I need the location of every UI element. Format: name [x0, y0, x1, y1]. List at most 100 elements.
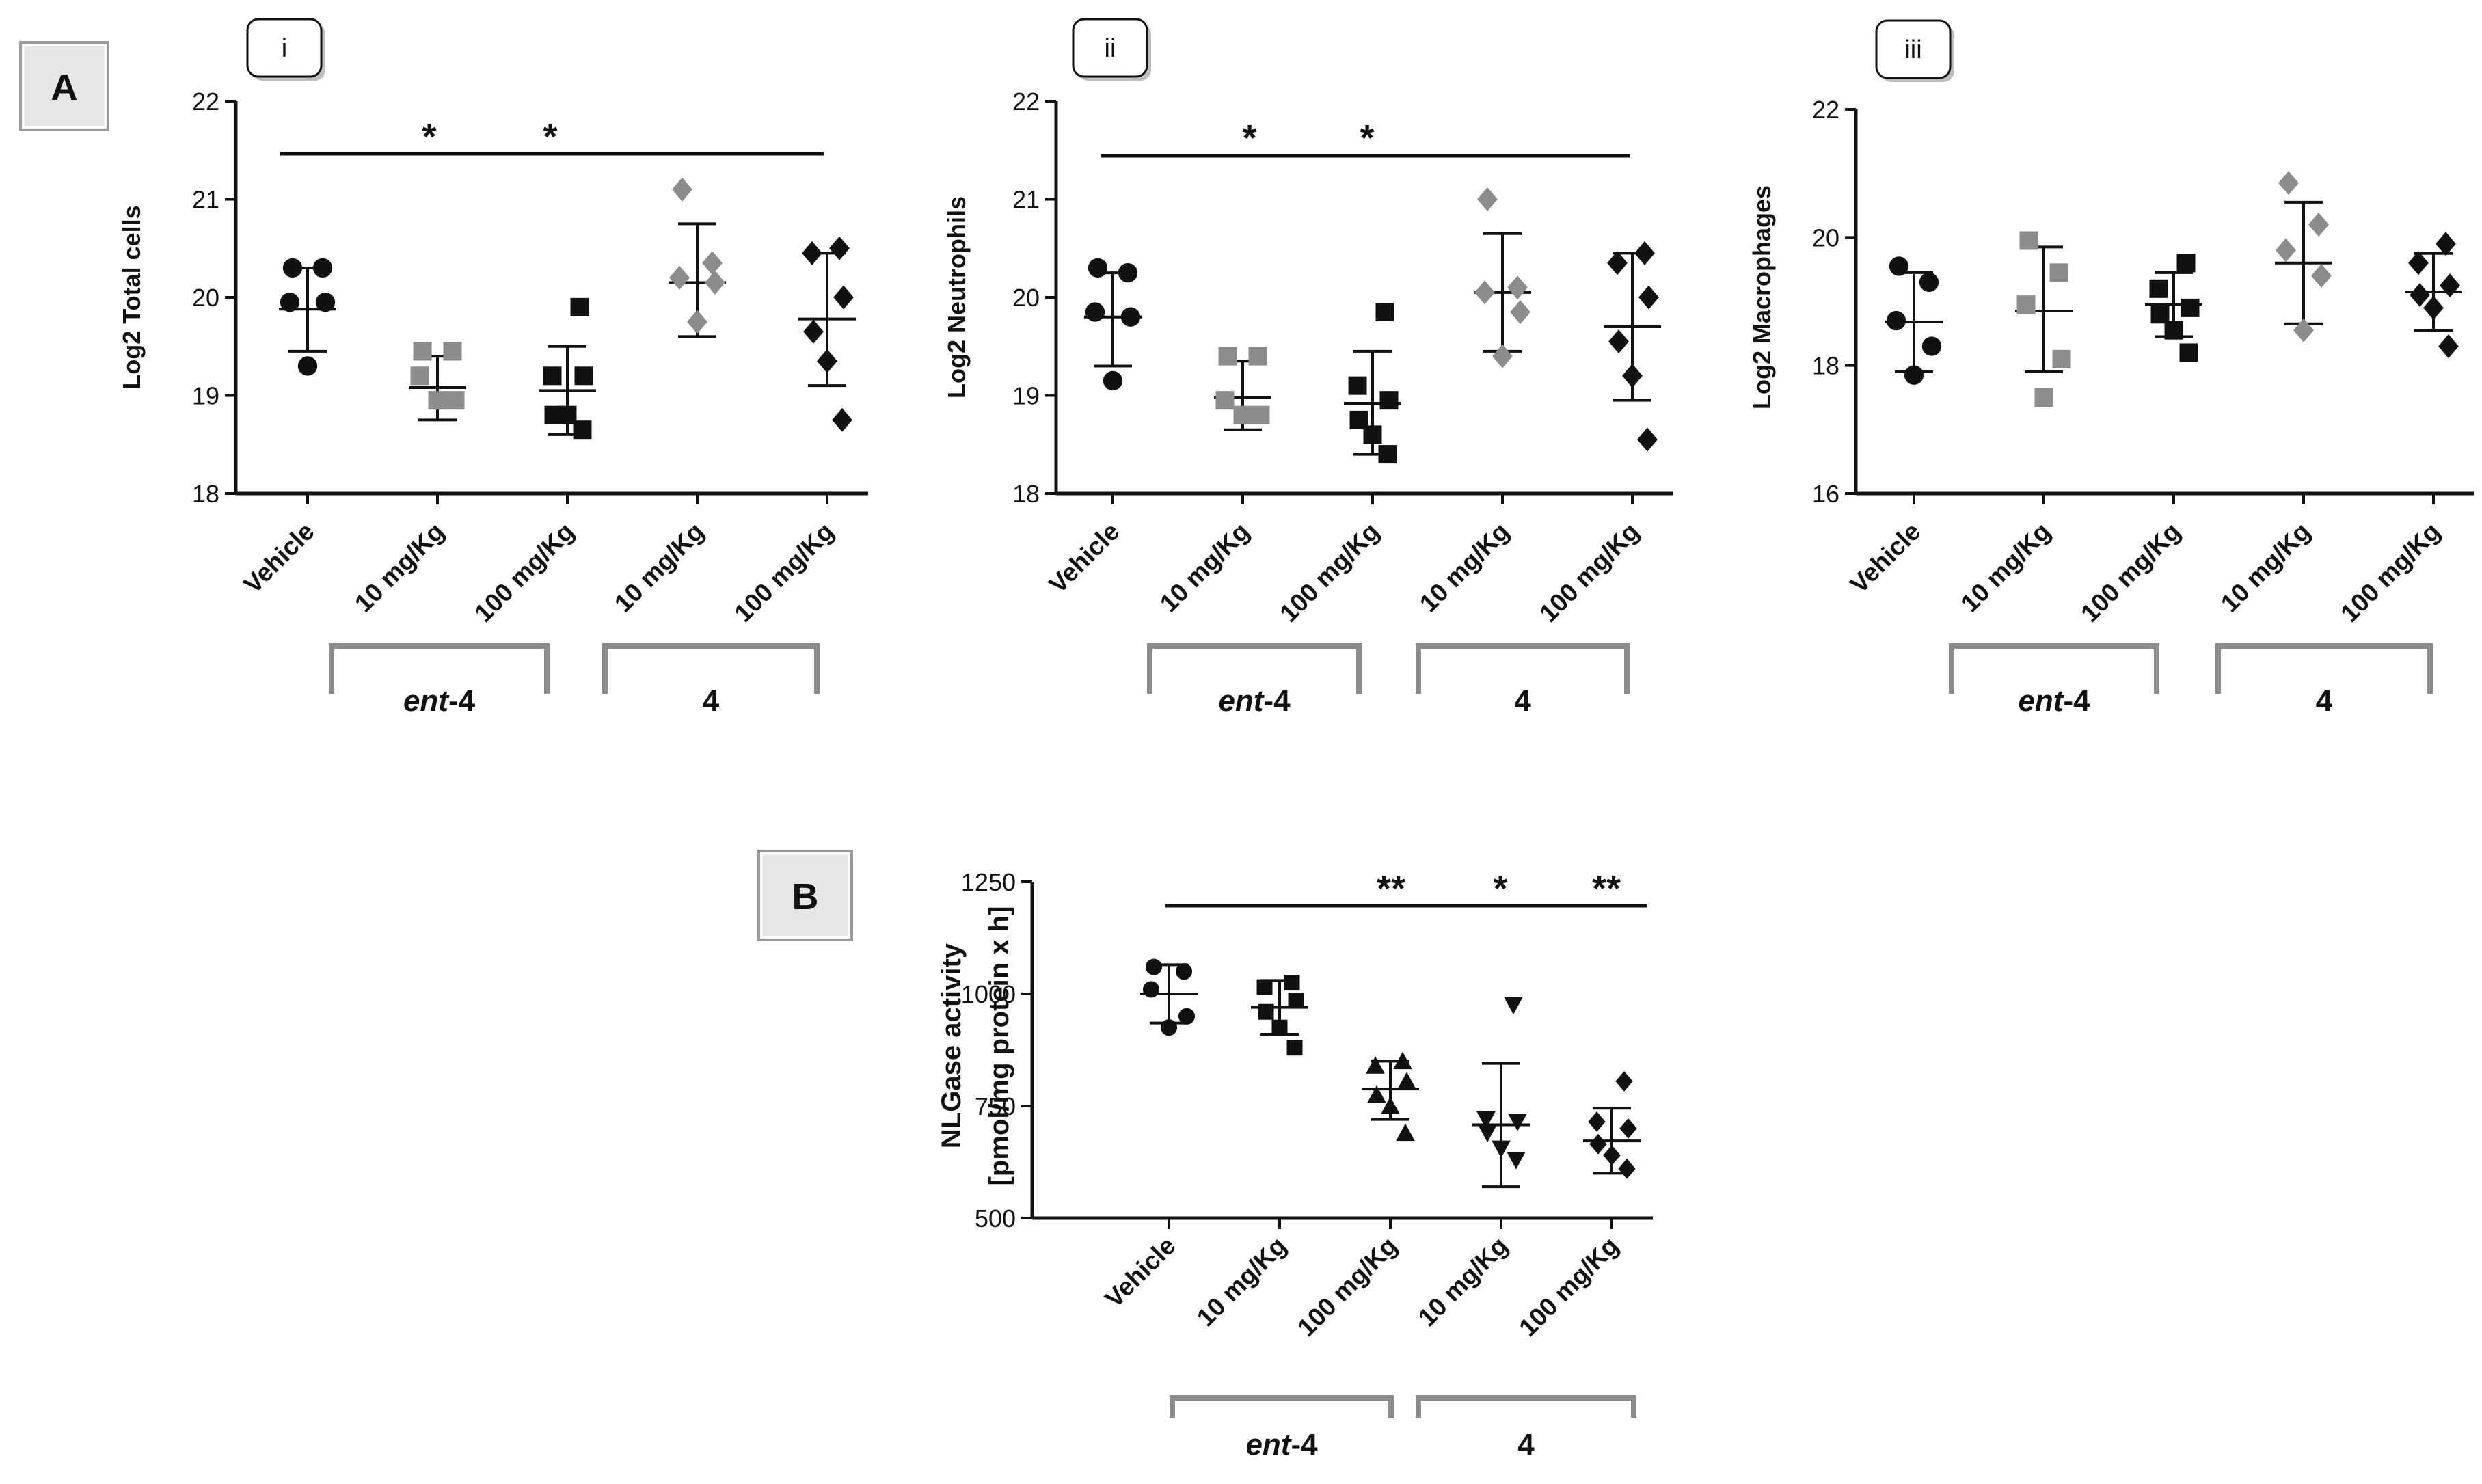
- chart-title: iii: [1904, 36, 1921, 64]
- y-tick-label: 500: [975, 1204, 1016, 1232]
- x-tick-label: 10 mg/Kg: [1155, 517, 1255, 618]
- y-tick-label: 18: [1012, 480, 1040, 508]
- data-point: [1396, 1123, 1415, 1142]
- data-point: [443, 342, 462, 361]
- data-point: [428, 391, 447, 410]
- x-tick-label: Vehicle: [238, 517, 319, 599]
- significance-star: **: [1377, 868, 1405, 909]
- data-point: [1508, 1114, 1527, 1131]
- x-tick-label: Vehicle: [1099, 1232, 1181, 1313]
- x-tick-label: 10 mg/Kg: [609, 517, 710, 618]
- data-point: [705, 270, 725, 295]
- panel-b-box: [757, 850, 853, 941]
- group-label: ent-4: [403, 684, 476, 718]
- data-point: [833, 285, 854, 310]
- chart-neutrophils: ii 18 19 20 21 22 Log2 Neutrophils Vehicle 10 mg…: [943, 18, 1673, 718]
- data-point: [2438, 334, 2459, 359]
- data-point: [1215, 391, 1235, 410]
- data-point: [1271, 1019, 1288, 1036]
- x-tick-label: 100 mg/Kg: [1534, 517, 1644, 628]
- data-point: [1348, 376, 1367, 395]
- group-label: 4: [703, 684, 720, 718]
- data-point: [1367, 1085, 1386, 1103]
- data-point: [1886, 310, 1906, 331]
- panel-a-label: A: [19, 41, 109, 131]
- y-axis-title: Log2 Neutrophils: [943, 196, 971, 399]
- data-point: [1492, 1140, 1511, 1159]
- y-tick-label: 1250: [961, 868, 1016, 896]
- y-axis-title-units: [pmol/mg protein x h]: [984, 906, 1014, 1186]
- data-point: [2149, 279, 2168, 298]
- y-tick-label: 20: [1812, 224, 1839, 252]
- data-point: [2176, 254, 2196, 273]
- data-point: [1637, 427, 1658, 452]
- data-point: [573, 420, 592, 440]
- x-tick-label: 100 mg/Kg: [1292, 1232, 1402, 1342]
- data-point: [1118, 262, 1138, 283]
- y-tick-label: 19: [1012, 382, 1040, 410]
- data-point: [2034, 388, 2053, 407]
- chart-title: i: [282, 34, 287, 63]
- data-point: [1248, 347, 1267, 366]
- x-tick-label: 100 mg/Kg: [2075, 517, 2185, 628]
- y-tick-label: 22: [1812, 96, 1839, 124]
- data-point: [312, 258, 333, 278]
- x-tick-label: Vehicle: [1043, 517, 1124, 599]
- data-point: [1615, 1070, 1633, 1092]
- group-label-italic: ent: [1218, 684, 1265, 718]
- data-point: [574, 366, 593, 386]
- title-box: [246, 18, 323, 78]
- data-point: [802, 241, 822, 265]
- title-box: [1875, 19, 1952, 79]
- y-tick-label: 21: [1012, 186, 1040, 214]
- data-point: [315, 293, 336, 312]
- data-point: [1603, 1145, 1621, 1166]
- data-point: [1233, 405, 1252, 424]
- group-bracket: [1147, 643, 1362, 694]
- data-point: [687, 310, 707, 334]
- y-tick-label: 19: [192, 382, 219, 410]
- panel-a-box-highlight: [22, 44, 107, 129]
- panel-a-text: A: [51, 67, 78, 108]
- data-point: [672, 177, 692, 202]
- data-point: [1120, 307, 1141, 327]
- data-point: [1366, 1056, 1385, 1074]
- y-tick-label: 22: [1012, 87, 1040, 116]
- data-point: [1622, 364, 1643, 388]
- data-point: [2410, 283, 2430, 308]
- panel-b-text: B: [792, 876, 819, 917]
- data-point: [1510, 299, 1530, 325]
- group-label: ent-4: [2018, 684, 2090, 718]
- group-label-italic: ent: [1245, 1428, 1292, 1461]
- data-point: [2408, 251, 2429, 275]
- group-label: 4: [2316, 684, 2333, 718]
- data-point: [2436, 232, 2456, 256]
- data-point: [1904, 365, 1924, 385]
- y-tick-label: 20: [1012, 284, 1040, 312]
- data-point: [280, 293, 300, 312]
- data-point: [702, 251, 723, 275]
- data-point: [2308, 213, 2329, 237]
- data-point: [1634, 241, 1655, 265]
- y-tick-label: 18: [192, 480, 219, 508]
- data-point: [1588, 1111, 1606, 1132]
- data-point: [1160, 1019, 1178, 1036]
- data-point: [1378, 445, 1397, 464]
- data-point: [669, 265, 690, 290]
- data-point: [1145, 958, 1163, 975]
- data-point: [1256, 979, 1273, 995]
- data-point: [1474, 280, 1495, 305]
- data-point: [446, 391, 465, 410]
- y-tick-label: 18: [1812, 352, 1839, 380]
- significance-star: *: [1493, 868, 1507, 909]
- data-point: [832, 407, 852, 432]
- data-point: [1363, 425, 1382, 444]
- data-point: [2276, 238, 2296, 262]
- data-point: [570, 297, 589, 316]
- data-point: [1381, 1096, 1400, 1114]
- data-point: [1619, 1118, 1637, 1139]
- data-point: [1476, 1111, 1496, 1129]
- x-tick-label: 10 mg/Kg: [1414, 517, 1515, 618]
- group-label-italic: ent: [403, 684, 450, 718]
- group-bracket: [1416, 1395, 1636, 1418]
